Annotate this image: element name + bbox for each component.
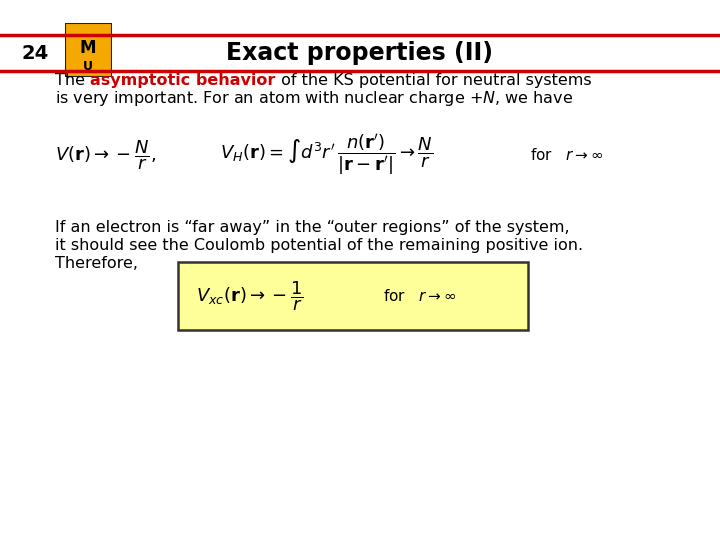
- Text: $V(\mathbf{r}) \rightarrow -\dfrac{N}{r},$: $V(\mathbf{r}) \rightarrow -\dfrac{N}{r}…: [55, 138, 156, 172]
- FancyBboxPatch shape: [65, 23, 112, 77]
- Text: of the KS potential for neutral systems: of the KS potential for neutral systems: [276, 73, 591, 88]
- Text: U: U: [84, 60, 93, 73]
- Text: If an electron is “far away” in the “outer regions” of the system,: If an electron is “far away” in the “out…: [55, 220, 570, 235]
- Text: is very important. For an atom with nuclear charge $+N$, we have: is very important. For an atom with nucl…: [55, 89, 573, 108]
- Text: M: M: [80, 38, 96, 57]
- Text: asymptotic behavior: asymptotic behavior: [90, 73, 276, 88]
- Text: $V_H(\mathbf{r}) = \int d^3r'\, \dfrac{n(\mathbf{r}')}{|\mathbf{r}-\mathbf{r}'|}: $V_H(\mathbf{r}) = \int d^3r'\, \dfrac{n…: [220, 133, 433, 177]
- Text: The: The: [55, 73, 90, 88]
- FancyBboxPatch shape: [178, 262, 528, 330]
- Text: it should see the Coulomb potential of the remaining positive ion.: it should see the Coulomb potential of t…: [55, 238, 583, 253]
- Text: Exact properties (II): Exact properties (II): [227, 41, 493, 65]
- Text: $V_{xc}(\mathbf{r}) \rightarrow -\dfrac{1}{r}$: $V_{xc}(\mathbf{r}) \rightarrow -\dfrac{…: [196, 279, 304, 313]
- Text: for   $r \rightarrow \infty$: for $r \rightarrow \infty$: [530, 147, 603, 163]
- Text: Therefore,: Therefore,: [55, 256, 138, 271]
- Text: for   $r \rightarrow \infty$: for $r \rightarrow \infty$: [383, 288, 456, 304]
- Text: 24: 24: [22, 44, 49, 63]
